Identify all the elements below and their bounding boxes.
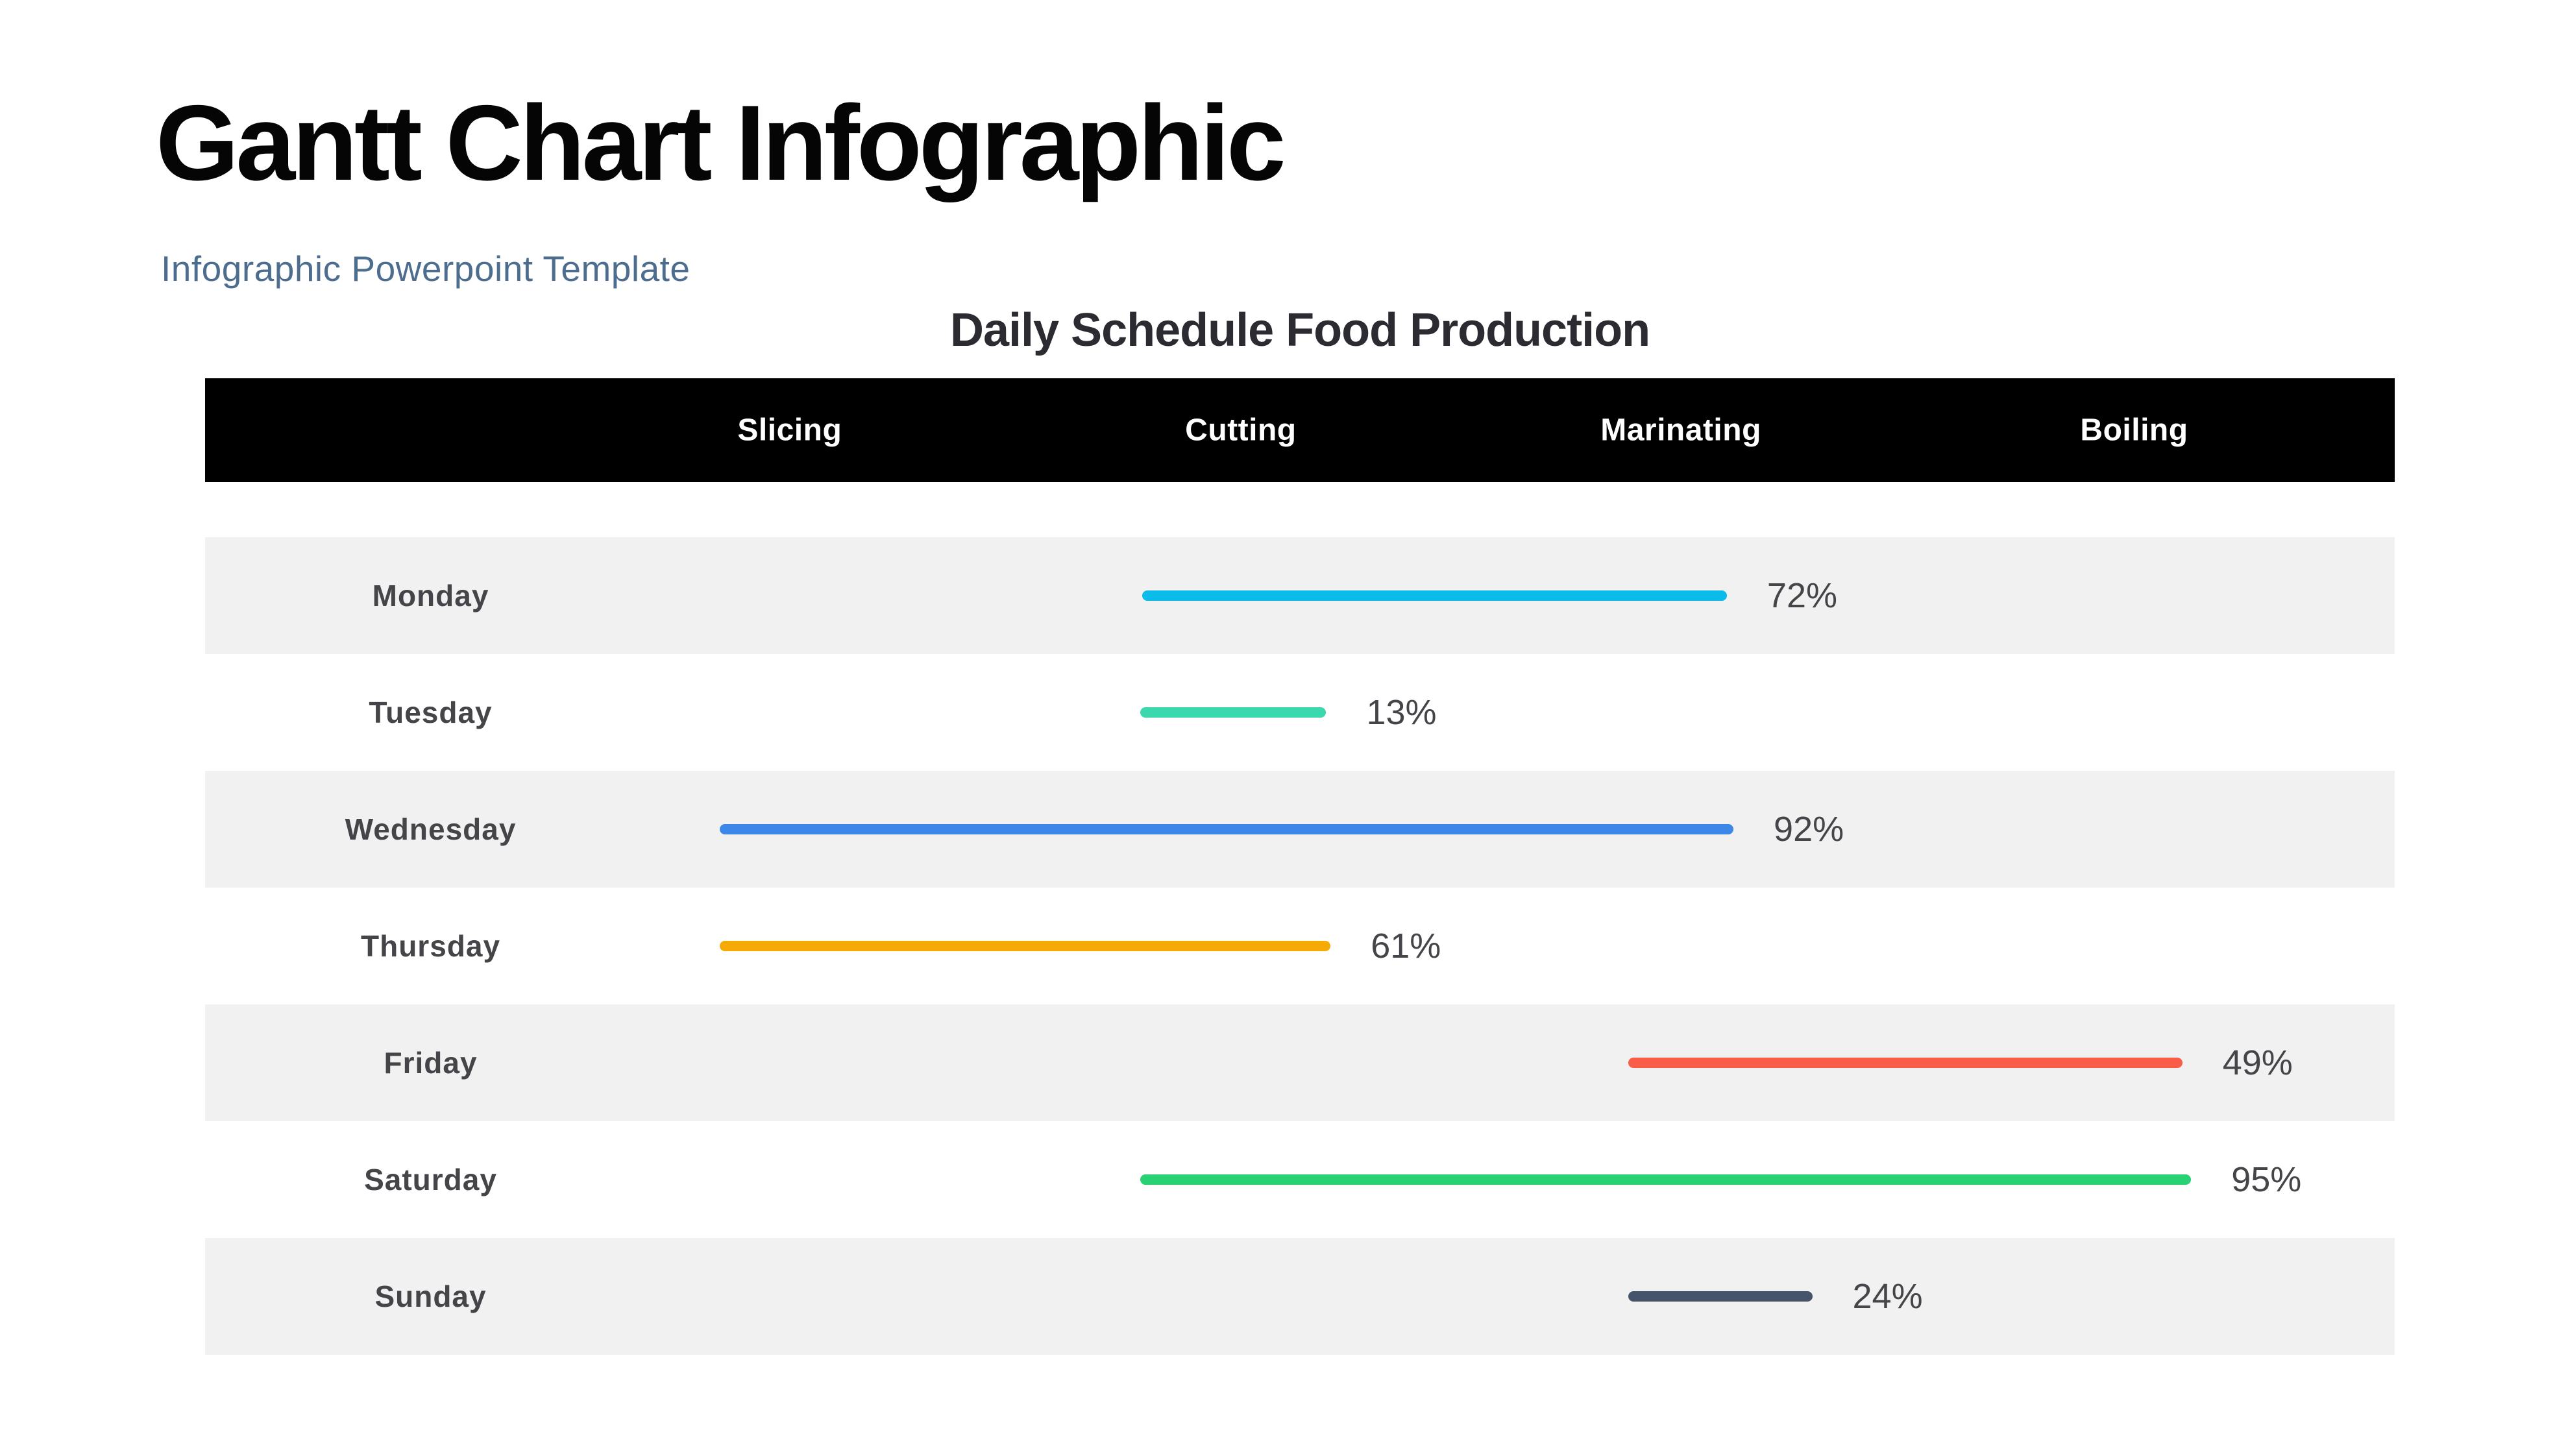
progress-bar [1140, 707, 1327, 718]
gantt-header-bar: Slicing Cutting Marinating Boiling [205, 378, 2395, 482]
column-header-boiling: Boiling [2080, 413, 2188, 448]
percent-label: 24% [1852, 1277, 1923, 1316]
page-title: Gantt Chart Infographic [156, 83, 1286, 202]
day-label: Friday [384, 1046, 478, 1080]
day-label: Thursday [360, 929, 501, 963]
column-header-slicing: Slicing [737, 413, 842, 448]
percent-label: 72% [1767, 576, 1838, 615]
percent-label: 13% [1366, 693, 1437, 732]
page-subtitle: Infographic Powerpoint Template [161, 249, 691, 289]
table-row-tuesday: Tuesday 13% [205, 654, 2395, 771]
gantt-header-gap [205, 482, 2395, 537]
percent-label: 49% [2222, 1043, 2293, 1082]
progress-bar [719, 941, 1331, 951]
chart-title: Daily Schedule Food Production [949, 304, 1650, 356]
day-label: Wednesday [345, 812, 517, 846]
table-row-wednesday: Wednesday 92% [205, 771, 2395, 888]
day-label: Sunday [374, 1280, 487, 1313]
percent-label: 92% [1774, 810, 1844, 849]
day-label: Tuesday [369, 696, 493, 729]
percent-label: 61% [1371, 927, 1441, 965]
gantt-rows: Monday 72% Tuesday 13% Wednesday 92% Thursday 6… [205, 537, 2395, 1355]
table-row-saturday: Saturday 95% [205, 1121, 2395, 1238]
column-header-cutting: Cutting [1185, 413, 1297, 448]
column-header-marinating: Marinating [1600, 413, 1761, 448]
progress-bar [1142, 590, 1727, 601]
table-row-friday: Friday 49% [205, 1004, 2395, 1121]
table-row-sunday: Sunday 24% [205, 1238, 2395, 1355]
percent-label: 95% [2231, 1160, 2302, 1199]
gantt-chart: Slicing Cutting Marinating Boiling Monday 72… [205, 378, 2395, 1355]
progress-bar [1140, 1174, 2192, 1185]
day-label: Monday [372, 579, 489, 613]
progress-bar [1628, 1058, 2183, 1068]
progress-bar [719, 824, 1734, 834]
table-row-monday: Monday 72% [205, 537, 2395, 654]
day-label: Saturday [364, 1163, 497, 1196]
table-row-thursday: Thursday 61% [205, 888, 2395, 1004]
progress-bar [1628, 1291, 1813, 1302]
